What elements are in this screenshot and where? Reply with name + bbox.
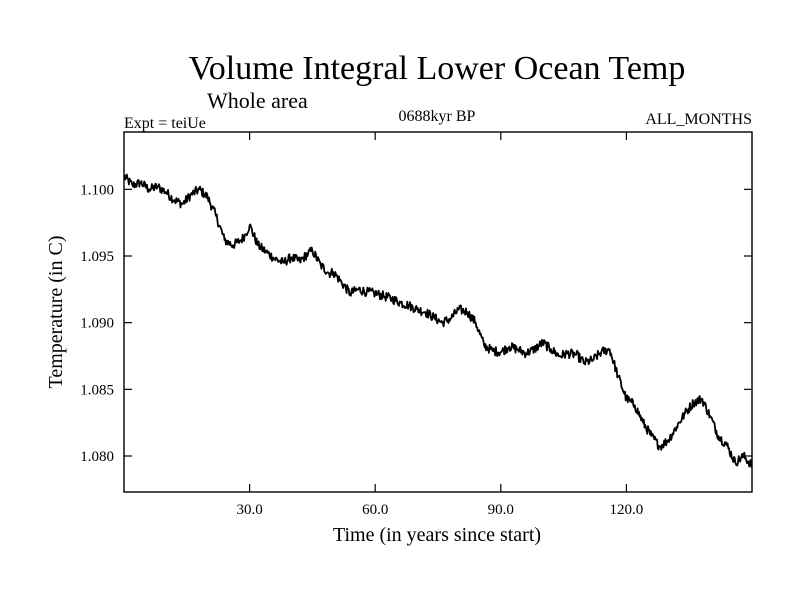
y-tick-label: 1.080 — [80, 449, 114, 465]
y-tick-label: 1.090 — [80, 316, 114, 332]
x-tick-label: 120.0 — [610, 502, 644, 518]
y-axis-label: Temperature (in C) — [45, 236, 67, 389]
x-axis-label: Time (in years since start) — [333, 524, 541, 546]
chart-subtitle: Whole area — [207, 88, 308, 113]
x-tick-label: 30.0 — [236, 502, 262, 518]
series-line-teiUe — [123, 173, 753, 468]
y-tick-label: 1.100 — [80, 182, 114, 198]
x-axis: 30.0 60.0 90.0 120.0 — [236, 132, 643, 518]
experiment-label: Expt = teiUe — [124, 115, 206, 132]
period-label: 0688kyr BP — [399, 108, 476, 125]
y-tick-label: 1.085 — [80, 382, 114, 398]
x-tick-label: 90.0 — [488, 502, 514, 518]
y-axis: 1.080 1.085 1.090 1.095 1.100 — [80, 182, 752, 465]
x-tick-label: 60.0 — [362, 502, 388, 518]
y-tick-label: 1.095 — [80, 249, 114, 265]
chart-title: Volume Integral Lower Ocean Temp — [189, 50, 686, 87]
months-label: ALL_MONTHS — [645, 111, 752, 128]
plot-frame — [123, 131, 753, 493]
